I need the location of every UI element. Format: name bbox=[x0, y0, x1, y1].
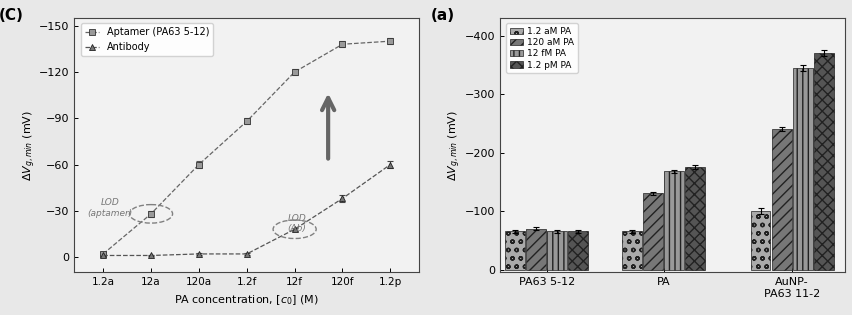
Antibody bbox=[289, 227, 299, 231]
Aptamer (PA63 5-12) bbox=[241, 119, 251, 123]
Bar bbox=[771, 129, 791, 270]
X-axis label: PA concentration, [$c_0$] (M): PA concentration, [$c_0$] (M) bbox=[174, 293, 319, 307]
Aptamer (PA63 5-12) bbox=[289, 70, 299, 74]
Bar bbox=[547, 232, 567, 270]
Aptamer (PA63 5-12) bbox=[385, 39, 395, 43]
Bar bbox=[642, 193, 662, 270]
Y-axis label: Δ$V_{g,min}$ (mV): Δ$V_{g,min}$ (mV) bbox=[21, 110, 37, 181]
Antibody bbox=[385, 163, 395, 166]
Text: LOD
(Ab): LOD (Ab) bbox=[287, 214, 306, 233]
Aptamer (PA63 5-12) bbox=[193, 163, 204, 166]
Bar bbox=[621, 232, 642, 270]
Bar bbox=[567, 232, 588, 270]
Bar bbox=[504, 232, 525, 270]
Line: Aptamer (PA63 5-12): Aptamer (PA63 5-12) bbox=[100, 38, 394, 257]
Antibody bbox=[337, 197, 348, 200]
Text: (a): (a) bbox=[430, 8, 455, 23]
Text: (C): (C) bbox=[0, 8, 24, 23]
Bar bbox=[750, 211, 769, 270]
Aptamer (PA63 5-12) bbox=[146, 212, 156, 216]
Antibody bbox=[98, 254, 108, 257]
Antibody bbox=[241, 252, 251, 256]
Aptamer (PA63 5-12) bbox=[98, 252, 108, 256]
Bar bbox=[792, 68, 812, 270]
Antibody bbox=[193, 252, 204, 256]
Antibody bbox=[146, 254, 156, 257]
Y-axis label: Δ$V_{g,min}$ (mV): Δ$V_{g,min}$ (mV) bbox=[446, 110, 463, 181]
Legend: 1.2 aM PA, 120 aM PA, 12 fM PA, 1.2 pM PA: 1.2 aM PA, 120 aM PA, 12 fM PA, 1.2 pM P… bbox=[505, 23, 577, 73]
Bar bbox=[526, 229, 545, 270]
Legend: Aptamer (PA63 5-12), Antibody: Aptamer (PA63 5-12), Antibody bbox=[81, 24, 213, 56]
Line: Antibody: Antibody bbox=[100, 161, 394, 259]
Aptamer (PA63 5-12) bbox=[337, 42, 348, 46]
Bar bbox=[813, 53, 832, 270]
Bar bbox=[684, 167, 705, 270]
Bar bbox=[664, 171, 683, 270]
Text: LOD
(aptamer): LOD (aptamer) bbox=[88, 198, 133, 218]
